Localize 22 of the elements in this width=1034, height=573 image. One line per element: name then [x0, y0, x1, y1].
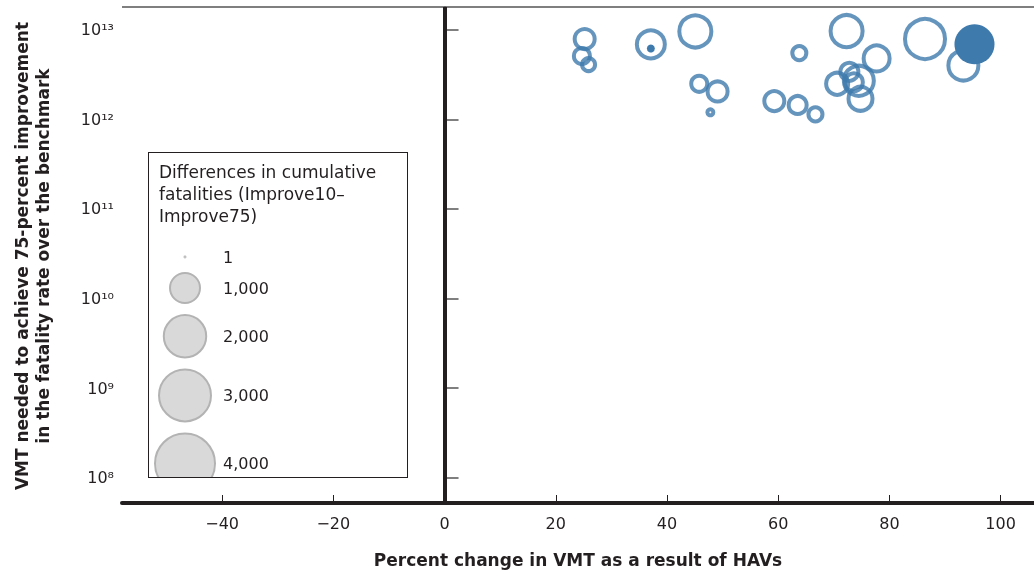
x-tick-label: 0 — [439, 513, 450, 533]
legend-label: 2,000 — [223, 326, 269, 346]
legend-label: 3,000 — [223, 385, 269, 405]
legend-label: 1 — [223, 247, 234, 267]
legend-label: 4,000 — [223, 453, 269, 473]
y-tick-label: 10¹¹ — [80, 199, 114, 219]
y-tick-label: 10¹² — [80, 109, 114, 129]
y-axis-title: VMT needed to achieve 75-percent improvement in the fatality rate over the benchmark — [12, 20, 54, 493]
x-tick-label: −40 — [205, 513, 239, 533]
x-tick-label: 80 — [879, 513, 900, 533]
x-tick-label: −20 — [316, 513, 351, 533]
legend-label: 1,000 — [223, 278, 269, 298]
y-tick-label: 10⁸ — [87, 468, 114, 488]
x-tick-label: 20 — [545, 513, 566, 533]
y-tick-label: 10¹⁰ — [80, 288, 114, 308]
x-tick-label: 40 — [656, 513, 678, 533]
y-tick-label: 10⁹ — [87, 378, 114, 398]
x-tick-label: 60 — [768, 513, 789, 533]
x-tick-label: 100 — [985, 513, 1016, 533]
y-tick-label: 10¹³ — [80, 20, 114, 40]
legend-title: Differences in cumulative fatalities (Improve10–Improve75) — [158, 161, 378, 227]
x-axis-title: Percent change in VMT as a result of HAVs — [373, 549, 783, 570]
